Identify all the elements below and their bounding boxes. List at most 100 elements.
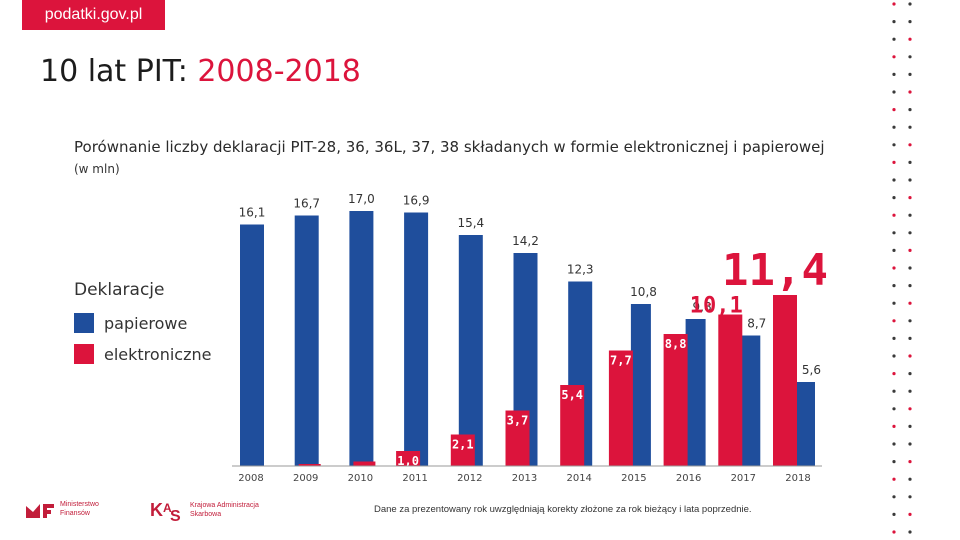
label-paper-2010: 17,0 xyxy=(348,192,375,206)
label-electronic-2018: 11,4 xyxy=(722,245,828,296)
decorative-dot xyxy=(908,530,912,534)
tick-label-2013: 2013 xyxy=(512,473,537,484)
decorative-dot xyxy=(892,407,896,411)
decorative-dot xyxy=(908,442,912,446)
page-title-main: 10 lat PIT: xyxy=(40,54,198,89)
svg-text:A: A xyxy=(163,501,172,515)
decorative-dot xyxy=(908,160,912,164)
decorative-dot xyxy=(908,196,912,200)
decorative-dot xyxy=(908,213,912,217)
decorative-dot xyxy=(908,389,912,393)
decorative-dot xyxy=(892,336,896,340)
label-paper-2011: 16,9 xyxy=(403,194,430,208)
decorative-dot xyxy=(892,196,896,200)
decorative-dot xyxy=(892,37,896,41)
bar-paper-2015 xyxy=(630,304,651,466)
decorative-dot xyxy=(908,2,912,6)
decorative-dot xyxy=(892,477,896,481)
decorative-dot xyxy=(892,20,896,24)
decorative-dot xyxy=(908,20,912,24)
bar-paper-2012 xyxy=(458,235,483,466)
decorative-dot xyxy=(908,178,912,182)
page-title: 10 lat PIT: 2008-2018 xyxy=(40,54,361,89)
bar-paper-2008 xyxy=(240,224,264,466)
label-paper-2018: 5,6 xyxy=(802,363,821,377)
bar-chart: 16,1 2008 16,7 2009 17,0 2010 16,9 1,0 2011 15,4 2… xyxy=(232,192,828,484)
svg-text:S: S xyxy=(170,508,181,524)
decorative-dot xyxy=(908,72,912,76)
bar-electronic-2014 xyxy=(560,385,585,466)
decorative-dot xyxy=(892,495,896,499)
kas-emblem-icon: K A S xyxy=(150,500,181,524)
decorative-dot xyxy=(908,512,912,517)
label-electronic-2014: 5,4 xyxy=(561,388,583,402)
decorative-dot xyxy=(908,372,912,376)
bar-electronic-2013 xyxy=(505,410,530,466)
decorative-dot xyxy=(908,319,912,323)
decorative-dot xyxy=(908,55,912,59)
decorative-dot xyxy=(892,442,896,446)
legend-label-electronic: elektroniczne xyxy=(104,344,212,364)
decorative-dot xyxy=(892,319,896,323)
label-paper-2009: 16,7 xyxy=(293,197,320,211)
label-electronic-2015: 7,7 xyxy=(610,354,632,368)
tick-label-2015: 2015 xyxy=(621,473,646,484)
decorative-dot xyxy=(908,125,912,129)
ministry-name: Ministerstwo Finansów xyxy=(60,501,99,517)
bar-paper-2009 xyxy=(294,215,319,466)
decorative-dot xyxy=(908,460,912,464)
decorative-dot xyxy=(892,248,896,252)
bar-electronic-2012 xyxy=(450,434,475,466)
decorative-dot xyxy=(892,213,896,217)
ministry-logo: Ministerstwo Finansów xyxy=(24,498,116,520)
legend-item-paper: papierowe xyxy=(74,313,187,333)
decorative-dot xyxy=(908,284,912,288)
decorative-dot xyxy=(908,424,912,428)
legend-swatch-paper xyxy=(74,313,94,333)
decorative-dot xyxy=(892,354,896,358)
decorative-dot xyxy=(892,108,896,112)
bar-electronic-2010 xyxy=(353,461,376,466)
ministry-emblem-icon xyxy=(26,504,54,518)
decorative-dot xyxy=(908,336,912,340)
bar-paper-2011 xyxy=(404,212,429,466)
kas-logo: K A S Krajowa Administracja Skarbowa xyxy=(150,496,270,524)
decorative-dot xyxy=(908,248,912,252)
legend-label-paper: papierowe xyxy=(104,313,188,333)
decorative-dot xyxy=(892,266,896,270)
chart-unit: (w mln) xyxy=(74,162,120,176)
site-tag[interactable]: podatki.gov.pl xyxy=(22,0,165,30)
kas-name: Krajowa Administracja Skarbowa xyxy=(190,502,259,518)
bar-paper-2016 xyxy=(685,319,706,466)
decorative-dot xyxy=(908,37,912,41)
decorative-dot xyxy=(892,284,896,288)
decorative-dot xyxy=(908,495,912,499)
decorative-dot xyxy=(908,354,912,358)
decorative-dot xyxy=(908,108,912,112)
legend-title: Deklaracje xyxy=(74,280,165,300)
label-paper-2014: 12,3 xyxy=(567,263,594,277)
tick-label-2018: 2018 xyxy=(785,473,810,484)
tick-label-2010: 2010 xyxy=(348,473,373,484)
tick-label-2014: 2014 xyxy=(566,473,591,484)
chart-title: Porównanie liczby deklaracji PIT-28, 36,… xyxy=(74,138,825,156)
bar-electronic-2009 xyxy=(298,464,321,466)
bar-electronic-2011 xyxy=(396,451,421,466)
decorative-dot xyxy=(892,530,896,534)
label-electronic-2013: 3,7 xyxy=(507,414,529,428)
label-paper-2008: 16,1 xyxy=(239,206,266,220)
decorative-dot xyxy=(908,266,912,270)
tick-label-2017: 2017 xyxy=(731,473,756,484)
tick-label-2008: 2008 xyxy=(238,473,263,484)
label-electronic-2012: 2,1 xyxy=(452,438,474,452)
bar-paper-2018 xyxy=(795,382,815,466)
decorative-dot xyxy=(892,460,896,464)
decorative-dot xyxy=(908,301,912,305)
tick-label-2016: 2016 xyxy=(676,473,701,484)
decorative-dot xyxy=(892,160,896,164)
decorative-dot xyxy=(892,178,896,182)
decorative-dot xyxy=(892,301,896,305)
decorative-dot xyxy=(892,143,896,147)
svg-text:K: K xyxy=(150,500,163,520)
label-paper-2017: 8,7 xyxy=(747,317,766,331)
